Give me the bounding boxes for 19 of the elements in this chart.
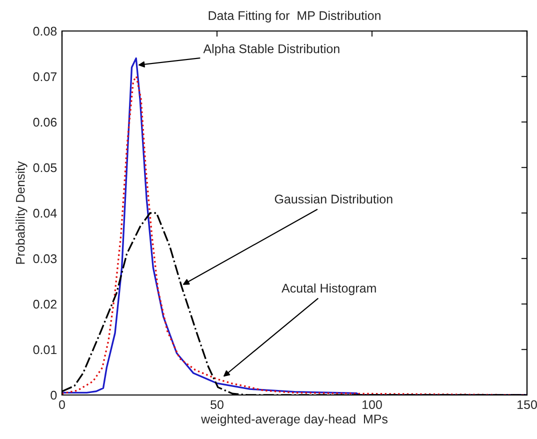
y-tick-label: 0.03	[33, 254, 57, 264]
x-axis-title: weighted-average day-head MPs	[201, 414, 388, 426]
annotation: Gaussian Distribution	[274, 194, 392, 204]
y-tick-label: 0.06	[33, 118, 57, 127]
y-tick-label: 0.01	[33, 345, 57, 354]
y-tick-label: 0	[50, 390, 57, 400]
y-tick-label: 0.07	[33, 72, 57, 82]
y-tick-label: 0.04	[33, 208, 57, 218]
y-axis-title: Probability Density	[16, 161, 28, 264]
x-tick-label: 150	[518, 400, 537, 410]
annotation: Acutal Histogram	[282, 283, 376, 296]
x-tick-label: 0	[59, 400, 65, 410]
chart-title: Data Fitting for MP Distribution	[208, 10, 380, 22]
y-tick-label: 0.05	[33, 163, 57, 172]
y-tick-label: 0.08	[33, 26, 57, 36]
x-tick-label: 100	[362, 400, 382, 410]
x-tick-label: 50	[210, 400, 224, 410]
annotation: Alpha Stable Distribution	[203, 44, 340, 56]
y-tick-label: 0.02	[33, 300, 57, 309]
